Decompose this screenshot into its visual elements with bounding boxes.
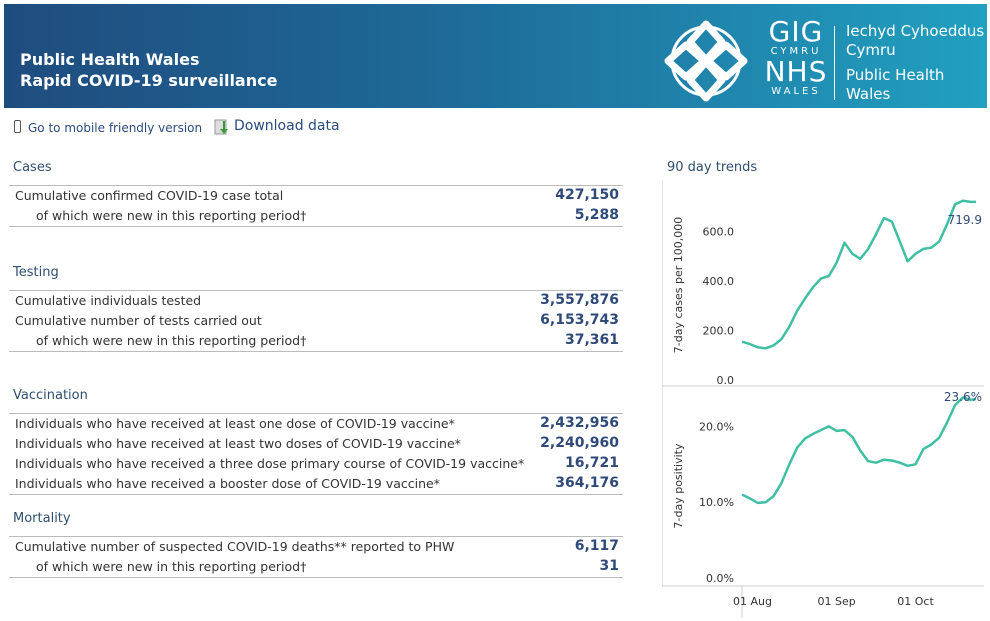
row-label: Cumulative number of suspected COVID-19 … [15, 539, 455, 554]
row-label: Cumulative number of tests carried out [15, 313, 262, 328]
row-label: Cumulative confirmed COVID-19 case total [15, 188, 284, 203]
end-value-label: 719.9 [948, 213, 982, 227]
cases-section-title: Cases [13, 160, 52, 175]
row-label: Individuals who have received a booster … [15, 476, 440, 491]
cases-table: Cumulative confirmed COVID-19 case total… [9, 185, 623, 227]
table-row: of which were new in this reporting peri… [9, 206, 623, 226]
vaccination-section-title: Vaccination [13, 388, 88, 403]
mobile-link-label: Go to mobile friendly version [28, 121, 203, 135]
mortality-table: Cumulative number of suspected COVID-19 … [9, 536, 623, 578]
y-tick-label: 200.0 [703, 325, 735, 338]
y-axis-label: 7-day positivity [672, 443, 685, 528]
testing-table: Cumulative individuals tested 3,557,876 … [9, 290, 623, 352]
row-value: 3,557,876 [540, 292, 619, 308]
row-value: 16,721 [564, 455, 619, 471]
y-tick-label: 0.0% [706, 572, 734, 585]
row-label: Individuals who have received a three do… [15, 456, 525, 471]
table-row: of which were new in this reporting peri… [9, 331, 623, 351]
page-title: Public Health Wales [20, 50, 200, 69]
table-row: Individuals who have received a booster … [9, 474, 623, 494]
org-name-english: Public Health Wales [846, 66, 944, 104]
row-label: Individuals who have received at least t… [15, 436, 461, 451]
logo-wales-text: WALES [771, 86, 821, 97]
mortality-section-title: Mortality [13, 511, 71, 526]
row-label: Cumulative individuals tested [15, 293, 202, 308]
logo-divider [834, 26, 835, 100]
table-row: Individuals who have received at least o… [9, 414, 623, 434]
testing-section-title: Testing [13, 265, 59, 280]
org-name-welsh: Iechyd Cyhoeddus Cymru [846, 22, 984, 60]
page-subtitle: Rapid COVID-19 surveillance [20, 71, 278, 90]
logo-cymru-text: CYMRU [770, 46, 822, 57]
trends-title: 90 day trends [667, 160, 758, 175]
celtic-knot-logo-icon [664, 20, 748, 102]
y-tick-label: 400.0 [703, 275, 735, 288]
table-row: Cumulative confirmed COVID-19 case total… [9, 186, 623, 206]
row-value: 37,361 [564, 332, 619, 348]
table-row: Individuals who have received at least t… [9, 434, 623, 454]
y-tick-label: 600.0 [703, 226, 735, 239]
row-label: of which were new in this reporting peri… [36, 333, 307, 348]
row-value: 31 [599, 558, 619, 574]
table-row: Cumulative number of suspected COVID-19 … [9, 537, 623, 557]
row-value: 5,288 [574, 207, 619, 223]
nhs-wales-logo: GIG CYMRU NHS WALES [760, 18, 832, 98]
x-tick-label: 01 Sep [818, 595, 856, 608]
row-label: of which were new in this reporting peri… [36, 559, 307, 574]
download-icon [214, 119, 228, 135]
y-tick-label: 0.0 [717, 374, 735, 387]
row-label: of which were new in this reporting peri… [36, 208, 307, 223]
table-row: of which were new in this reporting peri… [9, 557, 623, 577]
org-english-line1: Public Health [846, 66, 945, 84]
row-value: 427,150 [555, 187, 619, 203]
org-welsh-line2: Cymru [846, 41, 896, 59]
row-value: 6,117 [574, 538, 619, 554]
table-row: Individuals who have received a three do… [9, 454, 623, 474]
table-row: Cumulative individuals tested 3,557,876 [9, 291, 623, 311]
row-label: Individuals who have received at least o… [15, 416, 455, 431]
download-link-label: Download data [234, 118, 340, 134]
row-value: 2,432,956 [540, 415, 619, 431]
org-welsh-line1: Iechyd Cyhoeddus [846, 22, 985, 40]
row-value: 364,176 [555, 475, 619, 491]
table-row: Cumulative number of tests carried out 6… [9, 311, 623, 331]
x-tick-label: 01 Oct [897, 595, 934, 608]
row-value: 2,240,960 [540, 435, 619, 451]
series-line [741, 199, 976, 350]
x-tick-label: 01 Aug [733, 595, 772, 608]
vaccination-table: Individuals who have received at least o… [9, 413, 623, 495]
header-banner: Public Health Wales Rapid COVID-19 surve… [4, 4, 987, 108]
logo-gig-text: GIG [768, 15, 824, 48]
logo-nhs-text: NHS [764, 55, 828, 88]
y-tick-label: 10.0% [699, 496, 734, 509]
row-value: 6,153,743 [540, 312, 619, 328]
y-axis-label: 7-day cases per 100,000 [672, 217, 685, 353]
series-line [741, 396, 977, 505]
y-tick-label: 20.0% [699, 420, 734, 433]
end-value-label: 23.6% [944, 390, 982, 404]
org-english-line2: Wales [846, 85, 891, 103]
mobile-phone-icon [14, 120, 21, 133]
trend-charts: 7-day cases per 100,000 0.0 200.0 400.0 600.… [662, 180, 984, 618]
